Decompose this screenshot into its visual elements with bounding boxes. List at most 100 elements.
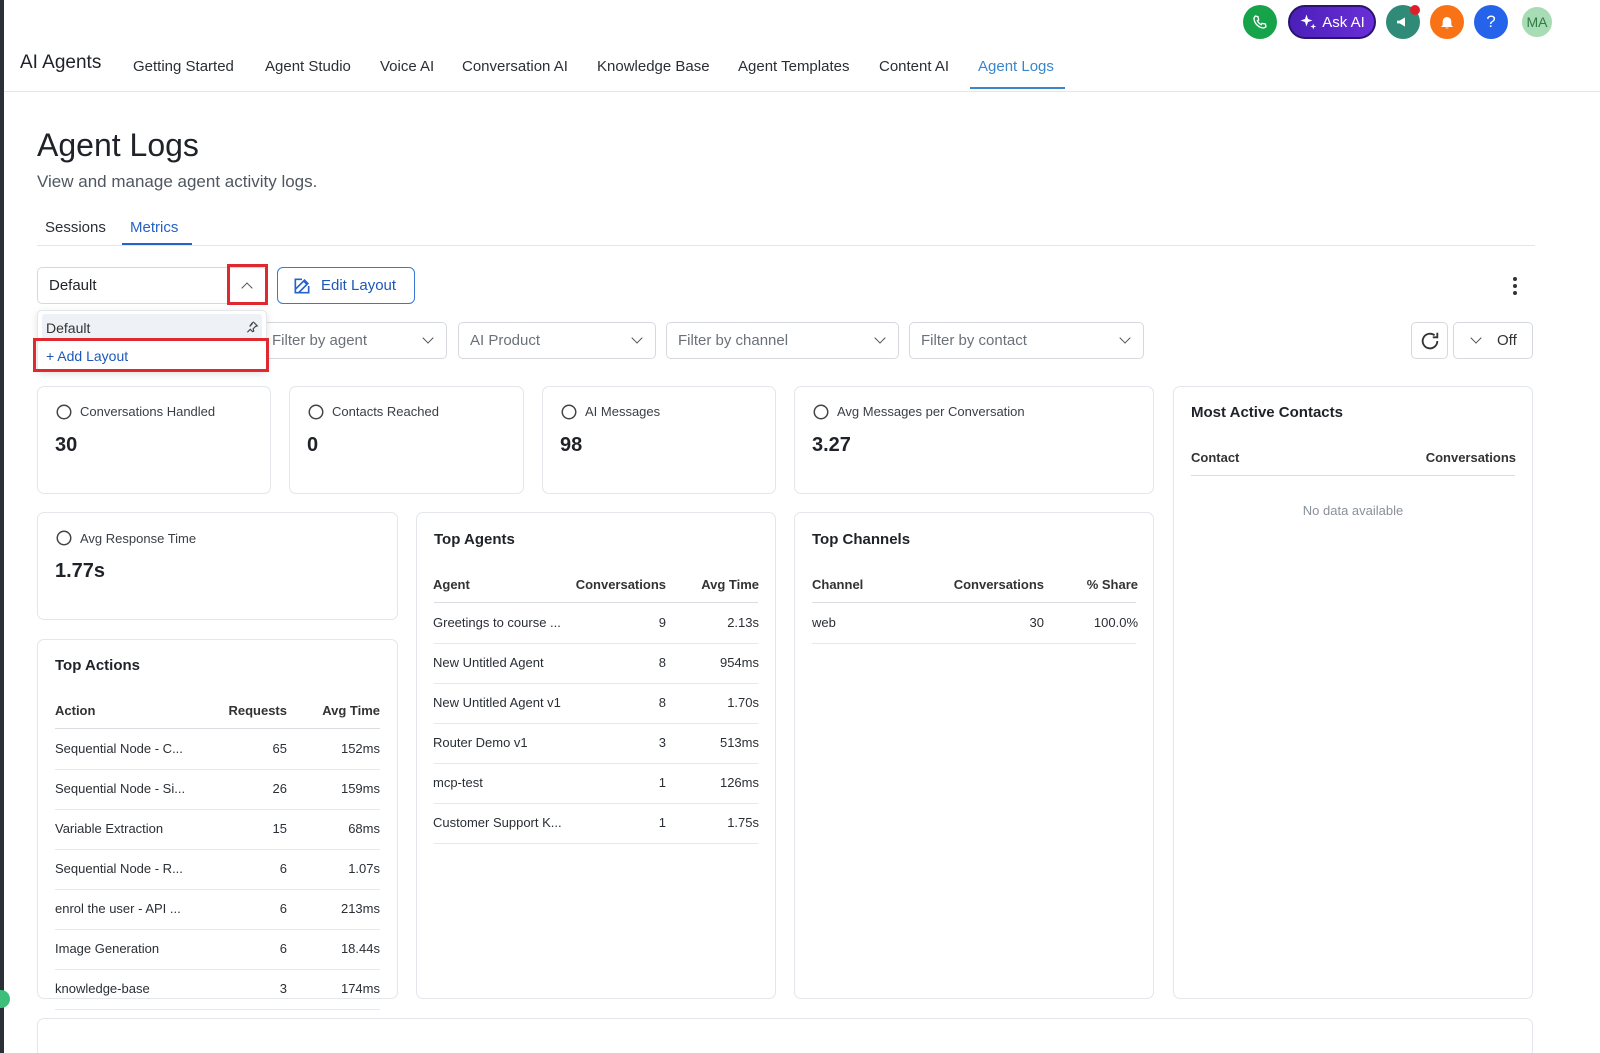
stat-value: 3.27 (812, 434, 851, 456)
table-cell: Customer Support K... (433, 815, 562, 830)
header-divider (434, 602, 758, 603)
table-cell: Variable Extraction (55, 821, 164, 836)
avatar-initials: MA (1526, 14, 1548, 30)
row-divider (812, 643, 1136, 644)
stat-card (289, 386, 524, 494)
table-cell: 1 (658, 775, 666, 790)
nav-link[interactable]: Voice AI (380, 58, 435, 75)
row-divider (55, 849, 380, 850)
table-cell: 174ms (340, 981, 380, 996)
table-cell: Image Generation (55, 941, 160, 956)
header-divider (812, 602, 1136, 603)
row-divider (55, 969, 380, 970)
stat-icon (308, 404, 324, 420)
nav-link[interactable]: Agent Studio (265, 58, 351, 75)
table-cell: knowledge-base (55, 981, 150, 996)
row-divider (434, 643, 758, 644)
nav-active-underline (970, 87, 1065, 89)
tab[interactable]: Sessions (45, 219, 106, 236)
stat-value: 98 (560, 434, 583, 456)
table-cell: 68ms (348, 821, 380, 836)
table-cell: Router Demo v1 (433, 735, 528, 750)
nav-link[interactable]: Agent Logs (978, 58, 1054, 75)
table-cell: 2.13s (727, 615, 759, 630)
table-cell: 65 (272, 741, 287, 756)
table-cell: New Untitled Agent v1 (433, 695, 561, 710)
stat-value: 30 (55, 434, 78, 456)
table-cell: 6 (279, 941, 287, 956)
table-cell: 8 (658, 695, 666, 710)
nav-link[interactable]: Agent Templates (738, 58, 850, 75)
table-cell: 954ms (719, 655, 759, 670)
row-divider (434, 843, 758, 844)
filter-placeholder: AI Product (470, 332, 541, 349)
row-divider (434, 763, 758, 764)
filter-select[interactable] (666, 322, 899, 359)
table-cell: Sequential Node - R... (55, 861, 183, 876)
side-handle[interactable] (0, 990, 10, 1008)
layout-menu-item[interactable]: + Add Layout (46, 348, 129, 364)
auto-refresh-button[interactable] (1453, 322, 1533, 359)
notifications-button[interactable] (1430, 5, 1464, 39)
table-cell: 30 (1029, 615, 1044, 630)
add-layout-highlight[interactable] (33, 338, 269, 372)
nav-link[interactable]: Getting Started (133, 58, 234, 75)
tabs-divider (37, 245, 1535, 246)
edit-layout-label[interactable]: Edit Layout (321, 277, 397, 294)
nav-link[interactable]: Knowledge Base (597, 58, 710, 75)
table-title: Top Agents (434, 531, 515, 548)
nav-link[interactable]: Conversation AI (462, 58, 568, 75)
app-title: AI Agents (20, 52, 102, 73)
page-title: Agent Logs (37, 127, 199, 163)
pin-svg (246, 321, 259, 333)
table-cell: 3 (279, 981, 287, 996)
filter-select[interactable] (260, 322, 447, 359)
nav-link[interactable]: Content AI (879, 58, 950, 75)
help-button[interactable]: ? (1474, 5, 1508, 39)
pin-icon (245, 320, 259, 339)
refresh-icon (1421, 332, 1439, 350)
table-cell: web (812, 615, 836, 630)
ask-ai-button[interactable]: Ask AI (1288, 5, 1376, 39)
header-border (4, 91, 1600, 92)
stat-icon (56, 404, 72, 420)
edit-layout-button[interactable] (277, 267, 415, 304)
stat-icon-wrap (55, 529, 73, 552)
stat-card (542, 386, 776, 494)
table-card (1173, 386, 1533, 999)
table-cell: enrol the user - API ... (55, 901, 181, 916)
table-cell: 126ms (719, 775, 759, 790)
stat-label: AI Messages (585, 404, 661, 419)
select-toggle-highlight[interactable] (227, 264, 268, 305)
table-card (794, 512, 1154, 999)
table-cell: 1.07s (348, 861, 380, 876)
phone-button[interactable] (1243, 5, 1277, 39)
layout-menu-item-highlight[interactable] (42, 314, 262, 340)
auto-refresh-label[interactable]: Off (1497, 332, 1517, 349)
table-cell: 1.75s (727, 815, 759, 830)
table-cell: Sequential Node - C... (55, 741, 183, 756)
table-card (416, 512, 776, 999)
filter-select[interactable] (909, 322, 1144, 359)
table-cell: 6 (279, 861, 287, 876)
table-title: Top Actions (55, 657, 140, 674)
column-header: Avg Time (701, 577, 759, 592)
stat-label: Avg Messages per Conversation (837, 404, 1025, 419)
layout-menu-item[interactable]: Default (46, 320, 91, 336)
page-subtitle: View and manage agent activity logs. (37, 172, 318, 191)
table-cell: 8 (658, 655, 666, 670)
bell-icon (1440, 17, 1454, 29)
more-menu[interactable] (1503, 272, 1527, 300)
table-cell: 513ms (719, 735, 759, 750)
tab[interactable]: Metrics (130, 219, 179, 236)
column-header: Contact (1191, 450, 1240, 465)
avatar[interactable]: MA (1520, 5, 1554, 39)
table-cell: Greetings to course ... (433, 615, 561, 630)
stat-icon (813, 404, 829, 420)
column-header: % Share (1086, 577, 1138, 592)
table-cell: 26 (272, 781, 287, 796)
filter-select[interactable] (458, 322, 656, 359)
stat-label: Contacts Reached (332, 404, 439, 419)
refresh-button[interactable] (1411, 322, 1448, 359)
